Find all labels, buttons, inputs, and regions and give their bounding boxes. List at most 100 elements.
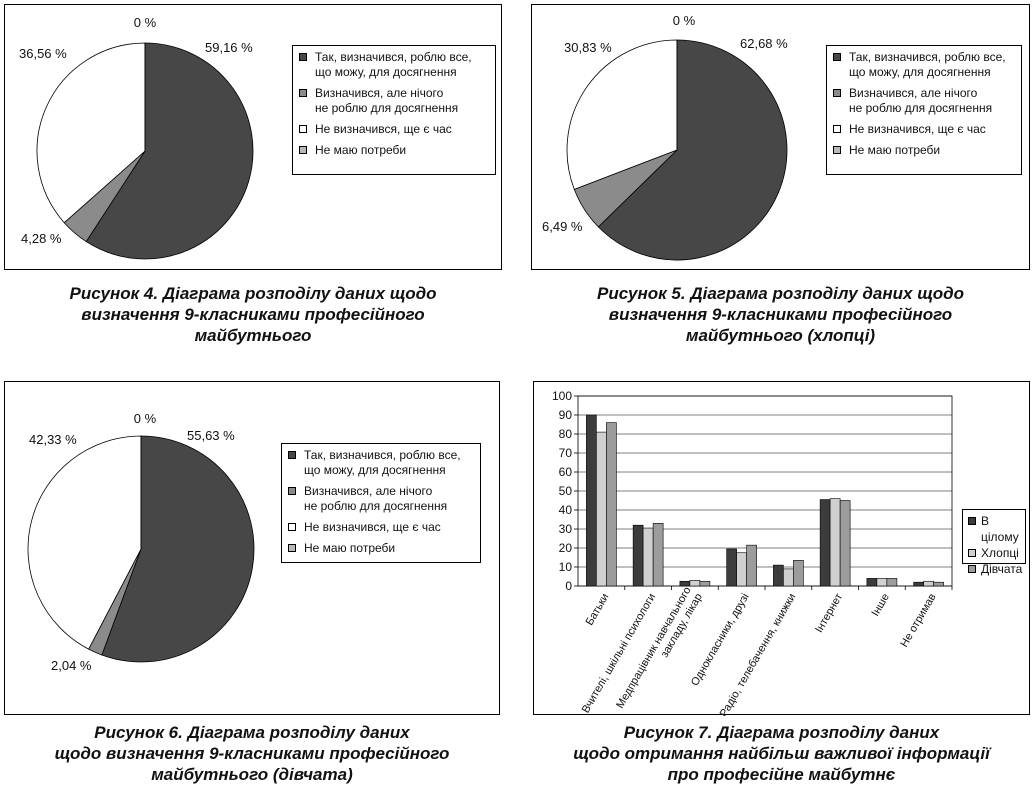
slice-label: 0 % [134, 15, 157, 30]
legend-swatch [299, 89, 307, 97]
bar-overall [679, 580, 691, 587]
bar-boys [642, 527, 654, 587]
legend-item-boys: Хлопці [968, 545, 1020, 561]
pie-chart-1: 59,16 % 4,28 % 36,56 % 0 % [19, 15, 254, 260]
bar-legend: В цілому Хлопці Дівчата [962, 509, 1026, 576]
x-tick-label-line: Не отримав [898, 591, 938, 649]
bar-girls [606, 422, 617, 587]
y-tick-label: 40 [559, 503, 573, 517]
bar-boys [689, 580, 701, 587]
legend-item-decided-acting: Так, визначився, роблю все, що можу, для… [288, 448, 474, 478]
legend-item-decided-not-acting: Визначився, але нічого не роблю для дося… [288, 484, 474, 514]
y-tick-label: 10 [559, 560, 573, 574]
y-tick-label: 60 [559, 465, 573, 479]
bar-overall [726, 548, 737, 587]
figure-4-caption: Рисунок 4. Діаграма розподілу даних щодо… [69, 284, 437, 345]
bar-girls [746, 544, 757, 587]
pie-chart-3: 55,63 % 2,04 % 42,33 % 0 % [27, 411, 255, 673]
bar-overall [632, 524, 644, 587]
legend-item-undecided: Не визначився, ще є час [299, 122, 489, 137]
bar-boys [876, 578, 888, 587]
bar-overall [773, 564, 784, 587]
x-tick-label: Інше [870, 592, 892, 619]
pie-legend-1: Так, визначився, роблю все, що можу, для… [292, 45, 496, 175]
slice-label: 6,49 % [542, 219, 583, 234]
figure-5-panel: 62,68 % 6,49 % 30,83 % 0 % Так, визначився,… [531, 4, 1030, 270]
legend-swatch [299, 125, 307, 133]
y-tick-label: 0 [565, 579, 572, 593]
figure-6-panel: 55,63 % 2,04 % 42,33 % 0 % Так, визначився,… [4, 381, 500, 715]
bar-overall [866, 578, 878, 587]
legend-item-girls: Дівчата [968, 561, 1022, 577]
y-tick-label: 80 [559, 427, 573, 441]
legend-item-no-need: Не маю потреби [833, 143, 1015, 158]
legend-swatch [968, 565, 976, 573]
legend-swatch [833, 146, 841, 154]
legend-item-overall: В цілому [968, 513, 1020, 545]
x-tick-label: Інтернет [813, 592, 845, 635]
bar-girls [699, 580, 711, 587]
legend-swatch [968, 549, 976, 557]
bar-overall [913, 581, 924, 587]
slice-label: 30,83 % [564, 40, 612, 55]
legend-item-decided-acting: Так, визначився, роблю все, що можу, для… [299, 50, 489, 80]
slice-label: 0 % [134, 411, 157, 426]
x-tick-label: Батьки [584, 592, 612, 628]
slice-label: 55,63 % [187, 428, 235, 443]
slice-decided-acting [85, 42, 254, 260]
bar-girls [886, 578, 898, 587]
slice-undecided [27, 435, 142, 650]
legend-item-no-need: Не маю потреби [299, 143, 489, 158]
bar-boys [736, 552, 747, 587]
legend-item-undecided: Не визначився, ще є час [833, 122, 1015, 137]
figure-7-caption: Рисунок 7. Діаграма розподілу даних щодо… [573, 723, 990, 784]
figure-6-caption: Рисунок 6. Діаграма розподілу даних щодо… [54, 723, 450, 784]
y-tick-label: 30 [559, 522, 573, 536]
bar-girls [933, 581, 944, 587]
slice-label: 0 % [673, 13, 696, 28]
slice-label: 59,16 % [205, 40, 253, 55]
legend-item-undecided: Не визначився, ще є час [288, 520, 474, 535]
x-tick-label-line: Батьки [584, 592, 612, 628]
legend-swatch [299, 146, 307, 154]
legend-item-decided-acting: Так, визначився, роблю все, що можу, для… [833, 50, 1015, 80]
legend-swatch [833, 53, 841, 61]
legend-swatch [288, 487, 296, 495]
bar-overall [586, 414, 597, 587]
x-tick-label-line: Інше [870, 592, 892, 619]
legend-swatch [299, 53, 307, 61]
bar-overall [819, 499, 831, 587]
slice-decided-acting [597, 39, 788, 261]
y-tick-label: 20 [559, 541, 573, 555]
legend-swatch [968, 517, 976, 525]
slice-label: 42,33 % [29, 432, 77, 447]
x-tick-label: Не отримав [898, 591, 938, 649]
pie-legend-2: Так, визначився, роблю все, що можу, для… [826, 45, 1022, 175]
slice-label: 62,68 % [740, 36, 788, 51]
slice-undecided [36, 42, 146, 224]
y-tick-label: 50 [559, 484, 573, 498]
slice-undecided [566, 39, 678, 190]
legend-swatch [833, 125, 841, 133]
legend-item-decided-not-acting: Визначився, але нічого не роблю для дося… [833, 86, 1015, 116]
figure-5-caption: Рисунок 5. Діаграма розподілу даних щодо… [597, 284, 964, 345]
bar-boys [783, 568, 794, 587]
slice-label: 36,56 % [19, 46, 67, 61]
slice-decided-acting [101, 435, 255, 663]
legend-swatch [833, 89, 841, 97]
y-tick-label: 90 [559, 408, 573, 422]
bar-boys [923, 580, 934, 587]
pie-legend-3: Так, визначився, роблю все, що можу, для… [281, 443, 481, 563]
pie-chart-2: 62,68 % 6,49 % 30,83 % 0 % [542, 13, 788, 261]
bar-girls [839, 500, 851, 587]
y-tick-label: 100 [552, 389, 572, 403]
slice-label: 2,04 % [51, 658, 92, 673]
bar-boys [596, 431, 607, 587]
legend-swatch [288, 451, 296, 459]
bar-boys [829, 498, 841, 587]
legend-swatch [288, 544, 296, 552]
legend-item-no-need: Не маю потреби [288, 541, 474, 556]
bar-girls [652, 523, 664, 587]
